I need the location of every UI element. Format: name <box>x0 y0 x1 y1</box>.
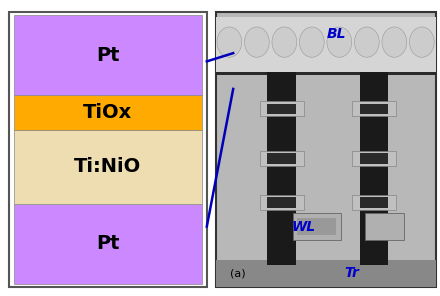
Bar <box>293 213 341 240</box>
Bar <box>360 153 389 164</box>
Text: BL: BL <box>327 27 346 41</box>
Bar <box>360 104 389 114</box>
Bar <box>268 153 296 164</box>
Ellipse shape <box>245 27 269 57</box>
Ellipse shape <box>217 27 242 57</box>
Bar <box>297 218 336 235</box>
Bar <box>216 72 436 75</box>
Text: TiOx: TiOx <box>83 103 132 122</box>
Bar <box>268 73 296 265</box>
Ellipse shape <box>382 27 407 57</box>
Bar <box>14 130 202 204</box>
Bar <box>216 12 436 287</box>
Bar <box>260 195 304 210</box>
Bar <box>268 104 296 114</box>
Ellipse shape <box>355 27 379 57</box>
Bar <box>260 151 304 166</box>
Ellipse shape <box>327 27 352 57</box>
Ellipse shape <box>300 27 324 57</box>
Bar <box>216 17 436 73</box>
Bar <box>9 12 207 287</box>
Bar <box>352 195 396 210</box>
Text: (a): (a) <box>230 268 246 278</box>
Bar <box>360 197 389 208</box>
Ellipse shape <box>410 27 434 57</box>
Ellipse shape <box>272 27 297 57</box>
Bar <box>352 101 396 116</box>
Bar <box>14 204 202 284</box>
Bar <box>365 213 404 240</box>
Bar <box>14 15 202 95</box>
Bar <box>216 260 436 287</box>
Text: Pt: Pt <box>96 46 120 65</box>
Bar <box>268 197 296 208</box>
Bar <box>360 73 389 265</box>
Bar <box>14 95 202 130</box>
Text: Ti:NiO: Ti:NiO <box>74 157 141 176</box>
Text: WL: WL <box>292 220 315 234</box>
Text: Pt: Pt <box>96 234 120 253</box>
Bar <box>352 151 396 166</box>
Text: Tr: Tr <box>345 266 359 280</box>
Bar <box>260 101 304 116</box>
